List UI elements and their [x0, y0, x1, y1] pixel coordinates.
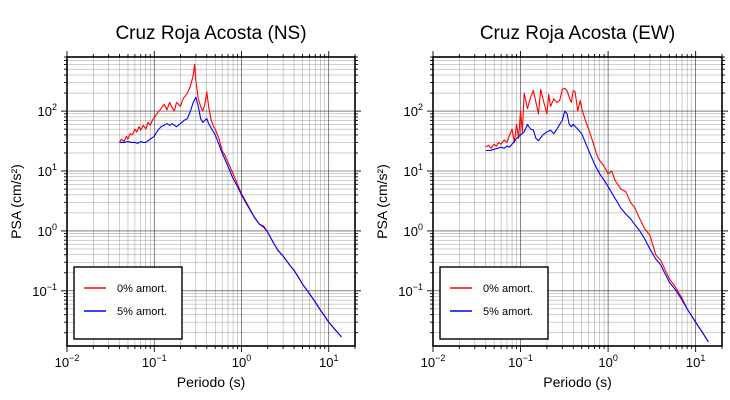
y-tick-label: 101	[404, 162, 423, 179]
chart-panel-ew: 10−2 10−1 100 101 10−1 100 101 102 Cruz Roja Aco…	[374, 23, 728, 390]
x-axis-label: Periodo (s)	[177, 374, 245, 390]
x-tick-label: 100	[598, 353, 617, 370]
chart-title: Cruz Roja Acosta (NS)	[115, 23, 306, 44]
plot-frame	[432, 56, 723, 347]
y-axis-label: PSA (cm/s²)	[374, 164, 390, 239]
axis-ticks	[427, 51, 728, 352]
legend: 0% amort. 5% amort.	[439, 266, 549, 340]
x-axis-label: Periodo (s)	[543, 374, 611, 390]
legend-box	[439, 266, 549, 340]
chart-panel-ns: 10−2 10−1 100 101 10−1 100 101 102 Cruz Roja Aco…	[8, 23, 361, 390]
y-tick-label: 101	[38, 162, 57, 179]
legend-label: 0% amort.	[483, 283, 533, 295]
y-axis-label: PSA (cm/s²)	[8, 164, 24, 239]
x-tick-label: 100	[232, 353, 251, 370]
y-tick-label: 10−1	[32, 282, 57, 299]
y-tick-label: 100	[38, 222, 57, 239]
series-line-red	[485, 87, 709, 343]
axis-ticks	[61, 51, 361, 352]
x-tick-label: 10−1	[508, 353, 533, 370]
y-tick-label: 100	[404, 222, 423, 239]
legend-box	[73, 266, 183, 340]
x-tick-label: 10−1	[142, 353, 167, 370]
x-tick-label: 10−2	[55, 353, 80, 370]
y-tick-label: 102	[404, 102, 423, 119]
legend-label: 0% amort.	[117, 283, 167, 295]
x-tick-label: 101	[686, 353, 705, 370]
series-line-blue	[119, 96, 342, 338]
series-line-blue	[485, 110, 709, 343]
x-tick-label: 10−2	[421, 353, 446, 370]
legend-label: 5% amort.	[483, 306, 533, 318]
legend-label: 5% amort.	[117, 306, 167, 318]
chart-title: Cruz Roja Acosta (EW)	[480, 23, 675, 44]
plot-frame	[66, 56, 356, 347]
y-tick-label: 10−1	[398, 282, 423, 299]
legend: 0% amort. 5% amort.	[73, 266, 183, 340]
x-tick-label: 101	[319, 353, 338, 370]
y-tick-label: 102	[38, 102, 57, 119]
